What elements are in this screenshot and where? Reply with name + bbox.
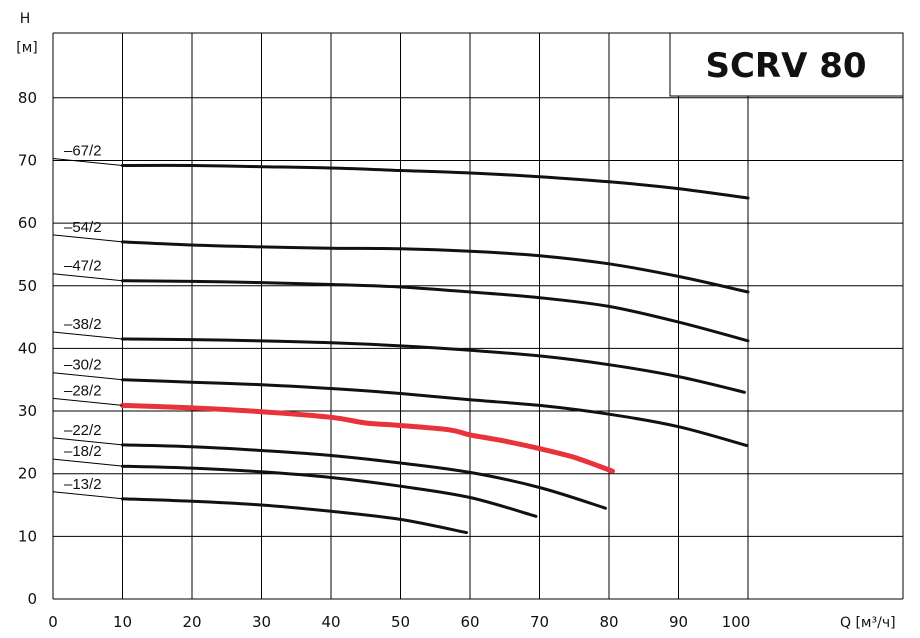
curve-leader-line	[52, 331, 123, 340]
x-tick-label: 40	[321, 613, 340, 631]
y-axis-unit: [м]	[16, 40, 38, 56]
y-tick-label: 30	[18, 402, 37, 420]
curve-leader-line	[52, 458, 123, 467]
curve-302	[121, 378, 749, 447]
curve-label: –38/2	[64, 316, 102, 333]
x-tick-label: 0	[48, 613, 58, 631]
curve-label: –22/2	[64, 422, 102, 439]
y-tick-label: 10	[18, 527, 37, 545]
curve-672	[121, 163, 750, 200]
chart-title: SCRV 80	[705, 46, 866, 86]
x-axis-label: Q [м³/ч]	[840, 615, 896, 631]
title-box: SCRV 80	[669, 32, 904, 97]
curve-label: –13/2	[64, 476, 102, 493]
curve-132	[121, 497, 468, 535]
x-tick-label: 30	[252, 613, 271, 631]
curve-472	[121, 279, 750, 343]
x-tick-label: 50	[391, 613, 410, 631]
curve-label: –18/2	[64, 443, 102, 460]
x-tick-label: 90	[669, 613, 688, 631]
x-tick-label: 20	[182, 613, 201, 631]
curve-leader-line	[52, 273, 123, 282]
curve-leader-line	[52, 234, 123, 243]
curve-label: –47/2	[64, 258, 102, 275]
y-tick-label: 0	[27, 590, 37, 608]
curve-leader-line	[52, 372, 123, 381]
curve-label: –28/2	[64, 382, 102, 399]
x-tick-label: 80	[599, 613, 618, 631]
curve-leader-line	[52, 157, 123, 166]
y-axis-label: H	[20, 11, 31, 27]
y-tick-label: 80	[18, 89, 37, 107]
x-tick-label: 70	[530, 613, 549, 631]
curve-182	[121, 464, 538, 518]
curve-leader-line	[52, 397, 123, 406]
performance-curves: –67/2 –54/2 –47/2 –38/2 –30/2 –28/2 –22/2 –18/2…	[52, 142, 750, 535]
curve-leader-line	[52, 491, 123, 500]
curve-282	[120, 402, 615, 474]
y-tick-label: 20	[18, 465, 37, 483]
curve-leader-line	[52, 437, 123, 446]
curve-label: –67/2	[64, 142, 102, 159]
curve-542	[121, 240, 750, 294]
y-tick-label: 50	[18, 277, 37, 295]
x-tick-label: 100	[722, 613, 751, 631]
curve-222	[121, 443, 607, 510]
chart-grid	[52, 32, 904, 600]
curve-382	[121, 337, 746, 394]
curve-label: –54/2	[64, 219, 102, 236]
tick-labels: 0 10 20 30 40 50 60 70 80 90 100 0 10 20 30 40 50 60 70 80	[18, 89, 750, 631]
y-tick-label: 60	[18, 214, 37, 232]
y-tick-label: 70	[18, 151, 37, 169]
y-tick-label: 40	[18, 339, 37, 357]
x-tick-label: 60	[460, 613, 479, 631]
curve-label: –30/2	[64, 357, 102, 374]
x-tick-label: 10	[113, 613, 132, 631]
